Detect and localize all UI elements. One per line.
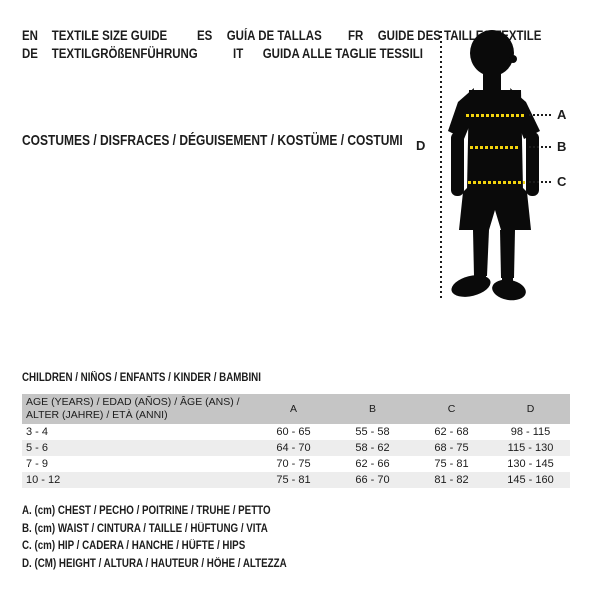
hip-label-c: C (557, 174, 567, 189)
value-cell-c: 62 - 68 (434, 425, 469, 438)
language-code: EN (22, 28, 38, 43)
value-cell-d: 115 - 130 (507, 441, 554, 454)
language-label: GUÍA DE TALLAS (226, 28, 322, 43)
table-row: 7 - 9 70 - 75 62 - 66 75 - 81 130 - 145 (22, 456, 570, 472)
column-header-b: B (333, 394, 412, 424)
value-cell-d: 145 - 160 (507, 473, 554, 486)
child-silhouette (448, 30, 540, 301)
column-header-a: A (254, 394, 333, 424)
value-cell-a: 75 - 81 (276, 473, 311, 486)
language-row-en: EN TEXTILE SIZE GUIDE (22, 27, 167, 45)
hip-line-yellow (468, 181, 525, 184)
legend-height: D. (CM) HEIGHT / ALTURA / HAUTEUR / HÖHE… (22, 557, 287, 570)
waist-line-yellow (470, 146, 519, 149)
value-cell-c: 81 - 82 (434, 473, 469, 486)
legend-chest: A. (cm) CHEST / PECHO / POITRINE / TRUHE… (22, 505, 271, 517)
chest-line-yellow (466, 114, 524, 117)
measure-legend: A. (cm) CHEST / PECHO / POITRINE / TRUHE… (22, 503, 333, 573)
age-cell: 5 - 6 (26, 441, 49, 454)
size-table-section: CHILDREN / NIÑOS / ENFANTS / KINDER / BA… (22, 372, 570, 488)
table-row: 5 - 6 64 - 70 58 - 62 68 - 75 115 - 130 (22, 440, 570, 456)
language-label: TEXTILGRÖßENFÜHRUNG (51, 46, 198, 62)
age-cell: 7 - 9 (26, 457, 49, 470)
value-cell-c: 75 - 81 (434, 457, 469, 470)
value-cell-c: 68 - 75 (434, 441, 469, 454)
value-cell-a: 64 - 70 (276, 441, 311, 454)
column-header-c: C (412, 394, 491, 424)
language-row-it: IT GUIDA ALLE TAGLIE TESSILI (233, 45, 423, 63)
chest-label-a: A (557, 107, 567, 122)
language-label: TEXTILE SIZE GUIDE (51, 28, 168, 43)
age-column-header: AGE (YEARS) / EDAD (AÑOS) / ÂGE (ANS) / … (22, 394, 254, 424)
legend-hip: C. (cm) HIP / CADERA / HANCHE / HÜFTE / … (22, 540, 246, 552)
value-cell-b: 55 - 58 (355, 425, 390, 438)
language-code: DE (22, 46, 38, 62)
age-cell: 3 - 4 (26, 425, 49, 438)
value-cell-a: 70 - 75 (276, 457, 311, 470)
language-code: ES (197, 28, 213, 43)
value-cell-b: 66 - 70 (355, 473, 390, 486)
language-label: GUIDA ALLE TAGLIE TESSILI (262, 46, 424, 62)
size-table: AGE (YEARS) / EDAD (AÑOS) / ÂGE (ANS) / … (22, 394, 570, 488)
age-cell: 10 - 12 (26, 473, 61, 486)
size-table-title: CHILDREN / NIÑOS / ENFANTS / KINDER / BA… (22, 372, 261, 384)
language-code: IT (233, 46, 244, 62)
height-dotted-line (440, 31, 442, 298)
table-row: 3 - 4 60 - 65 55 - 58 62 - 68 98 - 115 (22, 424, 570, 440)
waist-line-black (529, 146, 553, 148)
table-row: 10 - 12 75 - 81 66 - 70 81 - 82 145 - 16… (22, 472, 570, 488)
category-title: COSTUMES / DISFRACES / DÉGUISEMENT / KOS… (22, 132, 403, 149)
language-row-de: DE TEXTILGRÖßENFÜHRUNG (22, 45, 198, 63)
hip-line-black (529, 181, 553, 183)
value-cell-d: 130 - 145 (507, 457, 554, 470)
value-cell-d: 98 - 115 (510, 425, 551, 438)
value-cell-a: 60 - 65 (276, 425, 311, 438)
column-header-d: D (491, 394, 570, 424)
language-row-es: ES GUÍA DE TALLAS (197, 27, 322, 45)
value-cell-b: 62 - 66 (355, 457, 390, 470)
language-code: FR (348, 28, 364, 43)
size-table-header-row: AGE (YEARS) / EDAD (AÑOS) / ÂGE (ANS) / … (22, 394, 570, 424)
height-label-d: D (416, 138, 426, 153)
waist-label-b: B (557, 139, 567, 154)
legend-waist: B. (cm) WAIST / CINTURA / TAILLE / HÜFTU… (22, 522, 268, 535)
chest-line-black (529, 114, 553, 116)
value-cell-b: 58 - 62 (355, 441, 390, 454)
